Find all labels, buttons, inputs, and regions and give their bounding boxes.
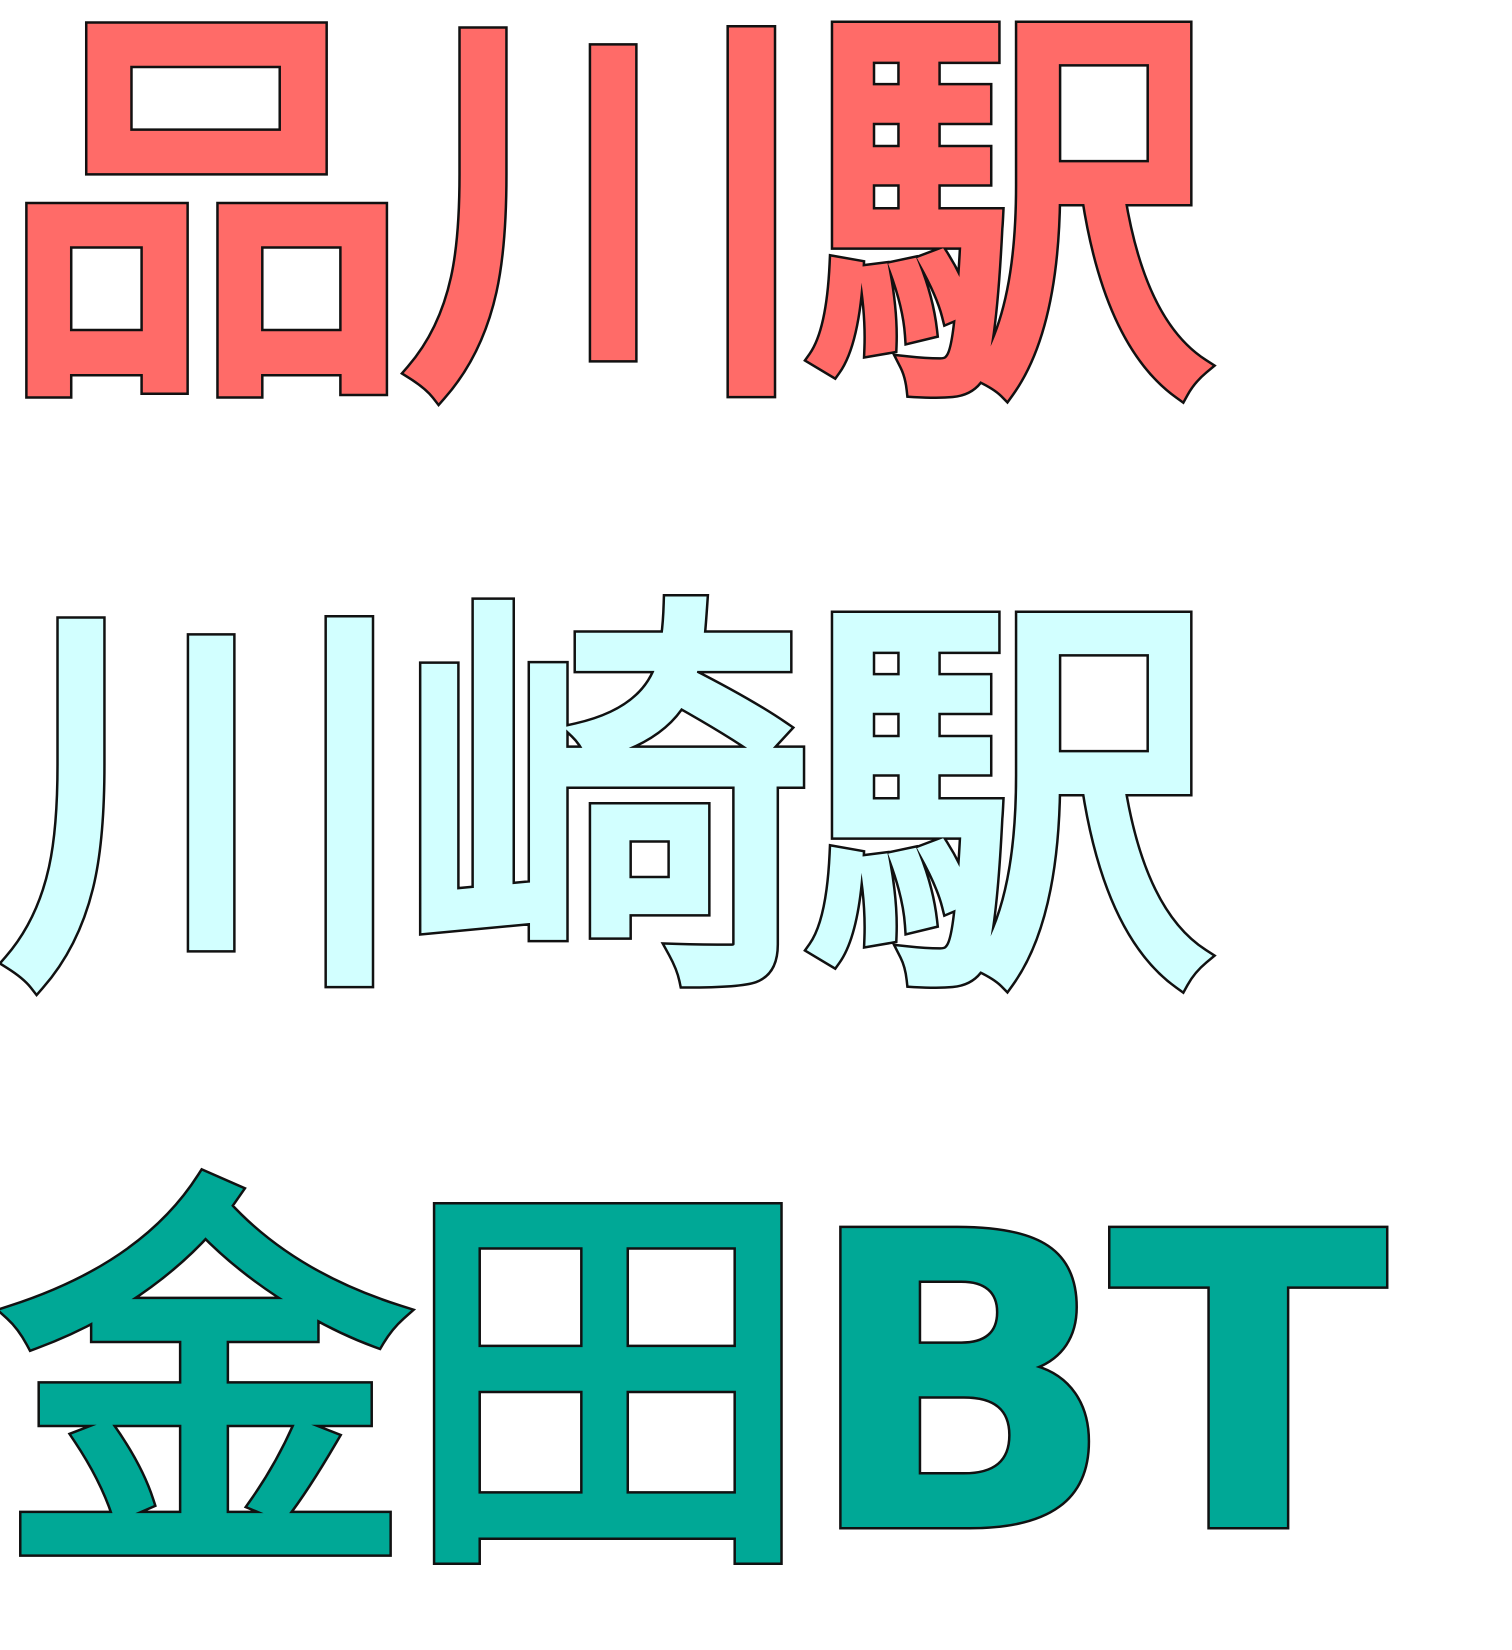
station-label-kawasaki: 川崎駅 [0, 566, 1217, 1044]
station-label-shinagawa: 品川駅 [0, 0, 1217, 454]
station-label-kaneda-bt: 金田BT [0, 1146, 1391, 1624]
